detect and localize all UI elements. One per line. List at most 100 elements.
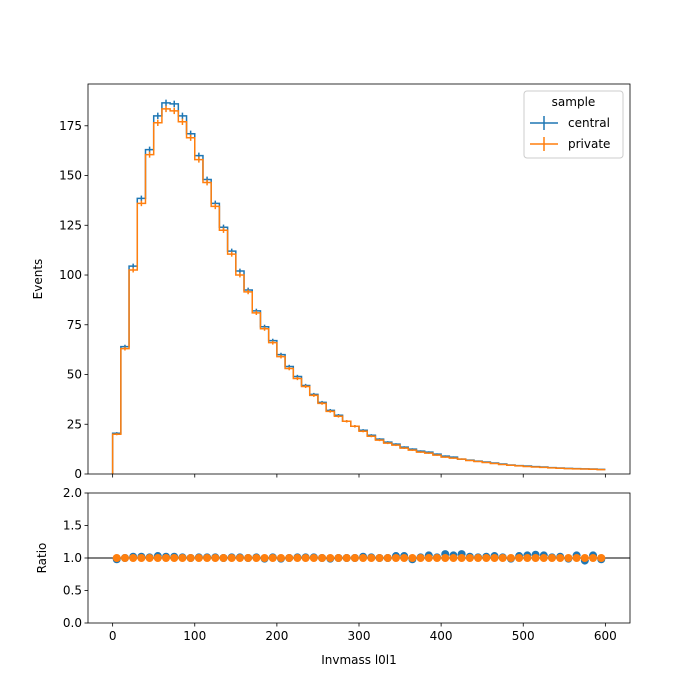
ratio-point-private [293,554,302,562]
ratio-point-private [342,554,351,562]
ratio-point-private [301,554,310,562]
main-y-tick-label: 125 [59,218,82,232]
ratio-y-axis-label: Ratio [35,543,49,574]
ratio-point-private [244,554,253,562]
ratio-y-tick-label: 0.5 [63,584,82,598]
ratio-point-private [227,554,236,562]
legend-items: central private [530,116,610,151]
ratio-point-private [547,554,556,562]
main-panel: 0 25 50 75 100 125 150 175 Events sample centra… [31,83,631,481]
main-axes-frame [87,83,631,475]
ratio-point-private [375,554,384,562]
legend-item-private: private [530,137,610,151]
ratio-point-private [145,554,154,562]
ratio-point-private [523,554,532,562]
ratio-point-private [285,554,294,562]
main-x-ticks [112,474,606,478]
main-y-tick-label: 0 [74,467,82,481]
ratio-point-private [580,554,589,562]
ratio-point-private [137,554,146,562]
ratio-point-private [572,554,581,562]
ratio-point-private [186,554,195,562]
ratio-series-private [112,554,606,562]
legend-label: private [568,137,610,151]
ratio-point-private [318,554,327,562]
ratio-point-private [178,554,187,562]
ratio-point-private [465,554,474,562]
ratio-point-private [433,554,442,562]
ratio-point-private [162,554,171,562]
ratio-point-private [367,554,376,562]
x-tick-label: 100 [183,629,206,643]
ratio-point-private [441,554,450,562]
ratio-point-private [219,554,228,562]
ratio-point-private [408,554,417,562]
main-y-tick-label: 100 [59,268,82,282]
legend-box [523,90,624,159]
x-tick-label: 300 [348,629,371,643]
ratio-point-private [400,554,409,562]
x-axis-label: Invmass l0l1 [321,653,397,667]
ratio-point-private [276,554,285,562]
ratio-point-private [531,554,540,562]
legend-title: sample [552,95,596,109]
ratio-point-private [515,554,524,562]
ratio-point-private [449,554,458,562]
ratio-point-private [252,554,261,562]
ratio-point-private [211,554,220,562]
main-y-ticks: 0 25 50 75 100 125 150 175 [59,119,88,481]
ratio-point-private [416,554,425,562]
ratio-point-private [170,554,179,562]
ratio-x-ticks: 0 100 200 300 400 500 600 [109,623,617,643]
ratio-point-private [556,554,565,562]
ratio-point-private [203,554,212,562]
ratio-point-private [334,554,343,562]
ratio-point-private [589,554,598,562]
ratio-point-private [112,554,121,562]
ratio-point-private [309,554,318,562]
ratio-point-private [350,554,359,562]
histogram-series-private [111,105,606,474]
main-y-tick-label: 175 [59,119,82,133]
x-tick-label: 500 [512,629,535,643]
ratio-point-private [506,554,515,562]
main-y-axis-label: Events [31,259,45,300]
x-tick-label: 0 [109,629,117,643]
ratio-point-private [498,554,507,562]
main-histograms [111,99,606,474]
ratio-point-private [457,554,466,562]
ratio-y-tick-label: 1.5 [63,519,82,533]
ratio-point-private [482,554,491,562]
ratio-point-private [129,554,138,562]
histogram-line-private [111,108,606,474]
ratio-point-private [391,554,400,562]
x-tick-label: 400 [430,629,453,643]
main-y-tick-label: 150 [59,169,82,183]
ratio-point-private [359,554,368,562]
ratio-point-private [260,554,269,562]
ratio-point-private [597,554,606,562]
legend-label: central [568,116,610,130]
ratio-point-private [383,554,392,562]
ratio-axes-frame [87,492,631,624]
ratio-point-private [474,554,483,562]
ratio-point-private [153,554,162,562]
ratio-y-tick-label: 0.0 [63,616,82,630]
ratio-point-private [235,554,244,562]
main-y-tick-label: 50 [67,368,82,382]
ratio-point-private [424,554,433,562]
main-y-tick-label: 75 [67,318,82,332]
ratio-y-tick-label: 1.0 [63,551,82,565]
ratio-point-private [268,554,277,562]
ratio-y-tick-label: 2.0 [63,486,82,500]
ratio-point-private [564,554,573,562]
ratio-panel: 0 100 200 300 400 500 600 0.0 0.5 1.0 1.5 2.0 Rati… [35,486,631,667]
x-tick-label: 200 [265,629,288,643]
x-tick-label: 600 [594,629,617,643]
legend-item-central: central [530,116,610,130]
main-y-tick-label: 25 [67,417,82,431]
ratio-y-ticks: 0.0 0.5 1.0 1.5 2.0 [63,486,88,630]
ratio-point-private [539,554,548,562]
ratio-point-private [194,554,203,562]
